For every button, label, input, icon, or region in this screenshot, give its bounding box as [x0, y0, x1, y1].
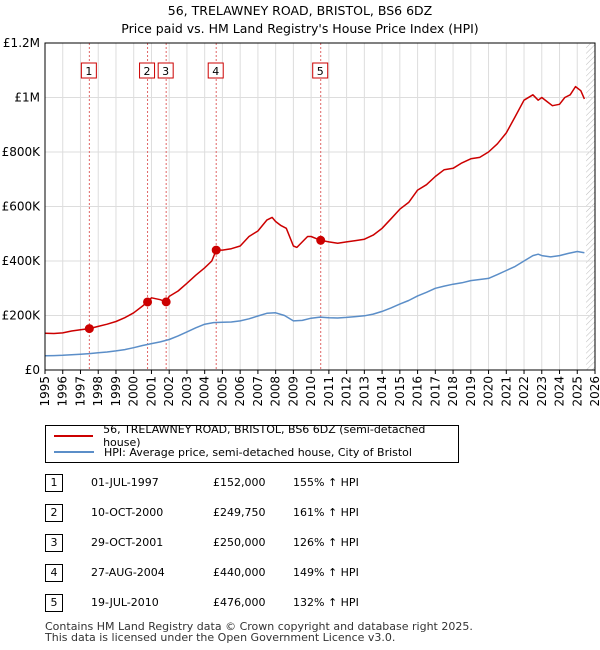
- table-row: 3 29-OCT-2001 £250,000 126% ↑ HPI: [45, 534, 445, 552]
- table-row: 2 10-OCT-2000 £249,750 161% ↑ HPI: [45, 504, 445, 522]
- x-tick-label: 2025: [570, 376, 584, 407]
- x-tick-label: 2012: [340, 376, 354, 407]
- x-tick-label: 2017: [428, 376, 442, 407]
- chart-title-block: 56, TRELAWNEY ROAD, BRISTOL, BS6 6DZ Pri…: [0, 0, 600, 38]
- x-tick-label: 2021: [499, 376, 513, 407]
- sale-number-label: 5: [317, 65, 324, 78]
- x-tick-label: 2022: [517, 376, 531, 407]
- x-tick-label: 2016: [411, 376, 425, 407]
- sale-point: [211, 245, 221, 255]
- sale-date: 10-OCT-2000: [91, 506, 164, 519]
- x-tick-label: 2018: [446, 376, 460, 407]
- sale-hpi-change: 155% ↑ HPI: [293, 476, 359, 489]
- sale-number-box: [312, 62, 329, 79]
- sale-point: [316, 235, 326, 245]
- plot-border: [44, 42, 596, 371]
- y-tick-label: £200K: [2, 309, 42, 323]
- y-tick-label: £800K: [2, 145, 42, 159]
- footer: Contains HM Land Registry data © Crown c…: [45, 621, 473, 643]
- legend: 56, TRELAWNEY ROAD, BRISTOL, BS6 6DZ (se…: [45, 423, 459, 463]
- legend-item-price: 56, TRELAWNEY ROAD, BRISTOL, BS6 6DZ (se…: [54, 423, 458, 449]
- table-row: 5 19-JUL-2010 £476,000 132% ↑ HPI: [45, 594, 445, 612]
- sale-number-box: [80, 62, 97, 79]
- hpi-series-line: [44, 250, 585, 357]
- y-tick-label: £0: [25, 363, 40, 377]
- x-tick-label: 2004: [198, 376, 212, 407]
- table-row: 1 01-JUL-1997 £152,000 155% ↑ HPI: [45, 474, 445, 492]
- x-tick-label: 2001: [144, 376, 158, 407]
- x-tick-label: 2019: [464, 376, 478, 407]
- x-tick-label: 2010: [304, 376, 318, 407]
- sale-number-box: [139, 62, 156, 79]
- x-tick-label: 2006: [233, 376, 247, 407]
- footer-licence: This data is licensed under the Open Gov…: [45, 631, 396, 644]
- x-tick-label: 2002: [162, 376, 176, 407]
- sale-date: 29-OCT-2001: [91, 536, 164, 549]
- x-tick-label: 2023: [535, 376, 549, 407]
- sale-date: 19-JUL-2010: [91, 596, 159, 609]
- legend-label-hpi: HPI: Average price, semi-detached house,…: [104, 445, 412, 459]
- sale-hpi-change: 149% ↑ HPI: [293, 566, 359, 579]
- sale-point: [84, 324, 94, 334]
- sale-price: £249,750: [213, 506, 266, 519]
- legend-swatch-price: [54, 435, 94, 437]
- sale-number-label: 1: [85, 65, 92, 78]
- sale-number-badge: 1: [45, 474, 63, 492]
- x-tick-label: 2013: [357, 376, 371, 407]
- sale-date: 01-JUL-1997: [91, 476, 159, 489]
- x-tick-label: 1998: [91, 376, 105, 407]
- sale-date: 27-AUG-2004: [91, 566, 165, 579]
- legend-swatch-hpi: [54, 451, 94, 453]
- table-row: 4 27-AUG-2004 £440,000 149% ↑ HPI: [45, 564, 445, 582]
- y-tick-label: £1.2M: [3, 36, 40, 50]
- sale-hpi-change: 132% ↑ HPI: [293, 596, 359, 609]
- x-tick-label: 1997: [73, 376, 87, 407]
- sale-number-label: 3: [162, 65, 169, 78]
- x-tick-label: 2007: [251, 376, 265, 407]
- sale-number-label: 2: [144, 65, 151, 78]
- x-tick-label: 2011: [322, 376, 336, 407]
- sale-number-badge: 2: [45, 504, 63, 522]
- x-tick-label: 2005: [215, 376, 229, 407]
- x-tick-label: 2008: [269, 376, 283, 407]
- x-tick-label: 2020: [482, 376, 496, 407]
- sale-number-badge: 4: [45, 564, 63, 582]
- x-tick-label: 2000: [127, 376, 141, 407]
- chart-title: 56, TRELAWNEY ROAD, BRISTOL, BS6 6DZ: [167, 3, 433, 18]
- sale-price: £476,000: [213, 596, 266, 609]
- x-tick-label: 1996: [56, 376, 70, 407]
- x-tick-label: 2015: [393, 376, 407, 407]
- sale-point: [161, 297, 171, 307]
- x-tick-label: 1995: [38, 376, 52, 407]
- sale-number-box: [157, 62, 174, 79]
- sale-price: £152,000: [213, 476, 266, 489]
- y-tick-label: £1M: [14, 91, 40, 105]
- x-tick-label: 1999: [109, 376, 123, 407]
- x-tick-label: 2026: [588, 376, 600, 407]
- sale-price: £250,000: [213, 536, 266, 549]
- x-tick-label: 2009: [286, 376, 300, 407]
- legend-item-hpi: HPI: Average price, semi-detached house,…: [54, 444, 412, 460]
- sale-number-box: [207, 62, 224, 79]
- x-tick-label: 2003: [180, 376, 194, 407]
- y-tick-label: £600K: [2, 200, 42, 214]
- sale-number-badge: 5: [45, 594, 63, 612]
- sale-number-label: 4: [212, 65, 219, 78]
- sale-hpi-change: 161% ↑ HPI: [293, 506, 359, 519]
- sale-point: [143, 297, 153, 307]
- y-tick-label: £400K: [2, 254, 42, 268]
- sale-hpi-change: 126% ↑ HPI: [293, 536, 359, 549]
- footer-copyright: Contains HM Land Registry data © Crown c…: [45, 620, 473, 633]
- chart-subtitle: Price paid vs. HM Land Registry's House …: [121, 21, 479, 36]
- sale-number-badge: 3: [45, 534, 63, 552]
- x-tick-label: 2024: [553, 376, 567, 407]
- sale-price: £440,000: [213, 566, 266, 579]
- x-tick-label: 2014: [375, 376, 389, 407]
- legend-label-price: 56, TRELAWNEY ROAD, BRISTOL, BS6 6DZ (se…: [103, 423, 426, 449]
